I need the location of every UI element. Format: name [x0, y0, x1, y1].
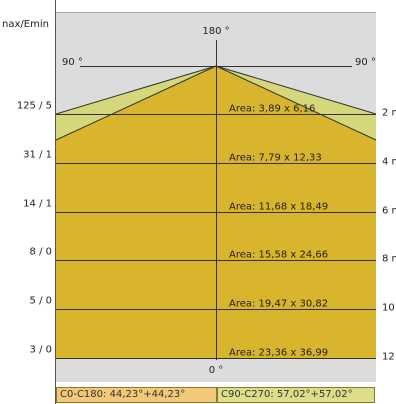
level-area-label: Area: 11,68 x 18,49 — [229, 202, 328, 213]
level-row: 125 / 5 Area: 3,89 x 6,16 2 m — [17, 101, 396, 119]
level-row: 5 / 0 Area: 19,47 x 30,82 10 — [30, 296, 395, 314]
level-row: 8 / 0 Area: 15,58 x 24,66 8 m — [30, 247, 396, 265]
level-area-label: Area: 7,79 x 12,33 — [229, 153, 322, 164]
angle-label-top: 180 ° — [202, 26, 229, 37]
c90-edge-left — [55, 65, 217, 115]
level-row: 3 / 0 Area: 23,36 x 36,99 12 — [30, 345, 395, 363]
level-distance-label: 8 m — [382, 254, 396, 265]
c90-edge-right — [215, 65, 377, 115]
level-area-label: Area: 15,58 x 24,66 — [229, 250, 328, 261]
angle-label-bottom: 0 ° — [209, 365, 224, 376]
level-illuminance-label: 125 / 5 — [17, 101, 52, 112]
level-illuminance-label: 5 / 0 — [30, 296, 52, 307]
level-distance-label: 6 m — [382, 206, 396, 217]
level-distance-label: 4 m — [382, 157, 396, 168]
level-row: 14 / 1 Area: 11,68 x 18,49 6 m — [23, 199, 396, 217]
level-distance-label: 10 — [382, 303, 395, 314]
level-area-label: Area: 23,36 x 36,99 — [229, 348, 328, 359]
level-illuminance-label: 3 / 0 — [30, 345, 52, 356]
level-illuminance-label: 8 / 0 — [30, 247, 52, 258]
angle-label-right: 90 ° — [355, 57, 376, 68]
level-distance-label: 2 m — [382, 108, 396, 119]
angle-label-left: 90 ° — [62, 57, 83, 68]
level-illuminance-label: 14 / 1 — [23, 199, 52, 210]
level-distance-label: 12 — [382, 352, 395, 363]
level-area-label: Area: 19,47 x 30,82 — [229, 299, 328, 310]
header-left-label: nax/Emin — [2, 19, 49, 30]
c0-edge-right — [215, 65, 377, 141]
level-area-label: Area: 3,89 x 6,16 — [229, 104, 315, 115]
c0-edge-left — [55, 65, 217, 141]
legend-c0-c180: C0-C180: 44,23°+44,23° — [56, 387, 217, 403]
level-illuminance-label: 31 / 1 — [23, 150, 52, 161]
level-row: 31 / 1 Area: 7,79 x 12,33 4 m — [23, 150, 396, 168]
distance-levels: 125 / 5 Area: 3,89 x 6,16 2 m 31 / 1 Are… — [17, 101, 396, 363]
legend-c90-c270: C90-C270: 57,02°+57,02° — [217, 387, 375, 403]
